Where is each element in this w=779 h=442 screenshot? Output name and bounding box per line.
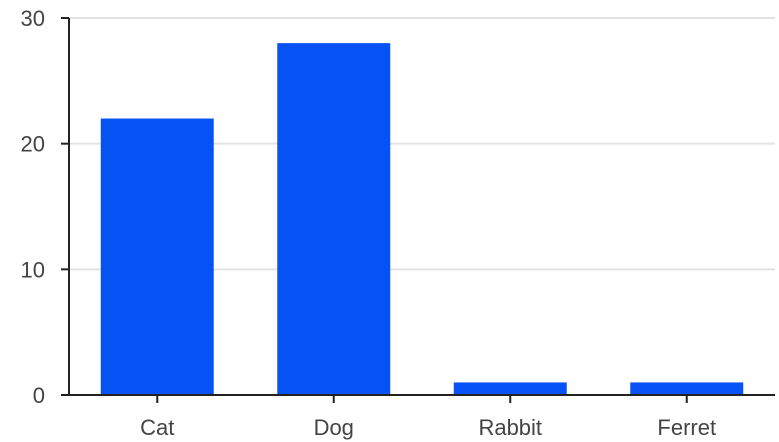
y-tick-labels: 0 10 20 30 [21, 6, 45, 408]
x-tick-label-cat: Cat [140, 415, 174, 440]
bar-dog [277, 43, 391, 396]
axes [61, 17, 775, 403]
y-tick-label-20: 20 [21, 132, 45, 157]
x-tick-label-dog: Dog [314, 415, 354, 440]
x-tick-label-ferret: Ferret [657, 415, 716, 440]
y-tick-label-0: 0 [33, 383, 45, 408]
bar-rabbit [453, 382, 567, 395]
bar-ferret [630, 382, 744, 395]
x-tick-labels: Cat Dog Rabbit Ferret [140, 415, 716, 440]
bar-cat [100, 118, 214, 396]
bars [100, 43, 744, 396]
y-tick-label-10: 10 [21, 257, 45, 282]
y-tick-label-30: 30 [21, 6, 45, 31]
x-tick-label-rabbit: Rabbit [478, 415, 542, 440]
